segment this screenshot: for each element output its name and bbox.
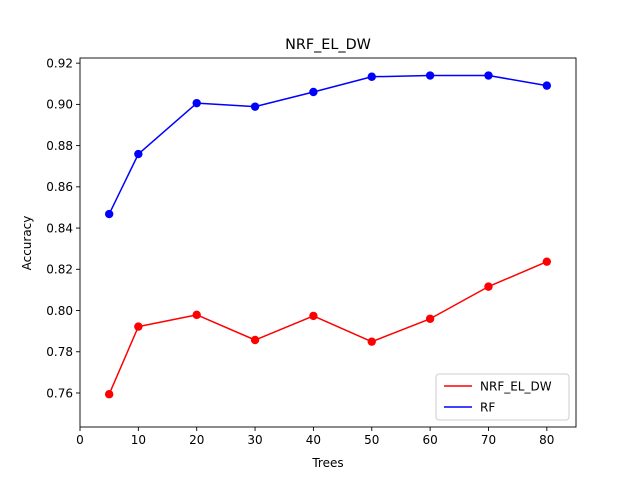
data-point [192,98,201,108]
data-point [542,257,552,266]
legend-label: RF [480,400,495,414]
y-tick-label: 0.76 [46,386,73,400]
axes-frame [79,57,577,428]
y-tick-label: 0.82 [46,263,73,277]
data-point [134,149,143,159]
series-0 [104,257,552,399]
data-point [134,322,143,331]
x-tick-label: 0 [76,433,84,447]
x-tick-label: 70 [481,433,496,447]
data-point [104,209,114,219]
data-point [484,282,493,291]
y-tick-label: 0.88 [46,139,73,153]
chart-title: NRF_EL_DW [285,37,371,53]
data-point [367,337,376,346]
data-point [425,314,435,323]
x-tick-label: 50 [364,433,379,447]
data-point [309,87,318,97]
data-point [542,81,552,90]
data-point [367,72,376,81]
axes: 0 10 20 30 40 50 60 70 80 0.76 0.78 0.80 0.82 0.84 0.8… [46,56,577,447]
data-point [104,390,114,399]
data-point [250,335,260,345]
y-tick-label: 0.92 [46,56,73,70]
series-1 [104,71,552,219]
data-point [250,102,260,111]
data-point [484,71,493,80]
y-tick-label: 0.86 [46,180,73,194]
y-tick-label: 0.84 [46,221,73,235]
data-point [309,311,318,321]
y-axis-title: Accuracy [20,216,34,271]
plot-area [104,71,552,399]
legend-label: NRF_EL_DW [480,379,552,393]
y-tick-label: 0.90 [46,98,73,112]
x-tick-label: 10 [131,433,146,447]
x-tick-label: 80 [539,433,554,447]
x-tick-label: 60 [422,433,437,447]
data-point [425,71,435,80]
x-tick-label: 40 [306,433,321,447]
legend: NRF_EL_DW RF [435,373,570,421]
x-tick-label: 30 [247,433,262,447]
x-tick-label: 20 [189,433,204,447]
y-tick-label: 0.78 [46,345,73,359]
y-tick-label: 0.80 [46,304,73,318]
x-axis-title: Trees [311,456,343,470]
data-point [192,310,201,320]
